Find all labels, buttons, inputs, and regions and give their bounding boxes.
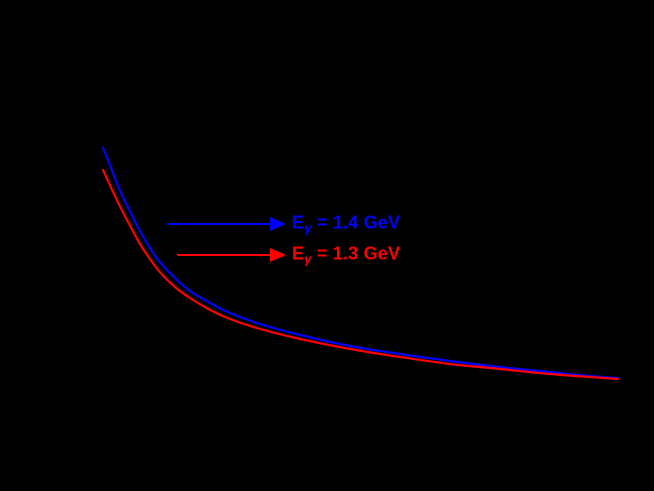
legend-symbol: E [292, 212, 305, 233]
legend-symbol: E [292, 243, 305, 264]
curve-series-0 [102, 146, 619, 380]
legend-value: = 1.4 GeV [311, 212, 401, 233]
curve-series-1 [102, 168, 619, 381]
curve-group [102, 146, 619, 381]
legend-subscript-gamma: γ [304, 220, 312, 236]
legend-value: = 1.3 GeV [311, 243, 401, 264]
legend-arrow-group [167, 217, 286, 262]
legend-label-1p3-gev: Eγ = 1.3 GeV [292, 243, 401, 267]
legend-subscript-gamma: γ [304, 251, 312, 267]
legend-label-1p4-gev: Eγ = 1.4 GeV [292, 212, 401, 236]
